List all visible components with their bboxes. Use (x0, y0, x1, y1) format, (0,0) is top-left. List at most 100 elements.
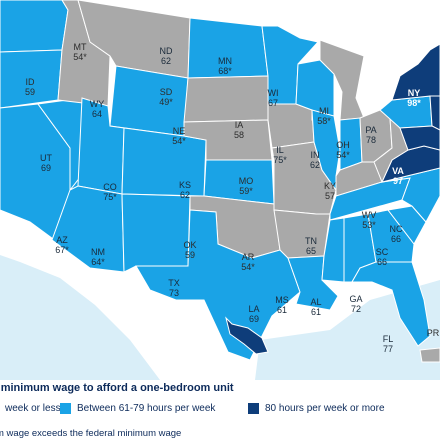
state-hours-value: 77 (382, 344, 394, 354)
state-abbr: PR (426, 328, 440, 338)
state-label-wi: WI 67 (268, 88, 279, 108)
state-sd-shape (183, 75, 269, 123)
state-abbr: KY (323, 181, 337, 191)
state-hours-value: 54* (336, 150, 350, 160)
state-abbr: KS (178, 180, 192, 190)
state-abbr: MN (218, 56, 232, 66)
state-label-sc: SC 66 (376, 247, 389, 267)
state-hours-value: 75* (103, 192, 117, 202)
state-abbr: LA (248, 304, 260, 314)
state-abbr: FL (382, 334, 394, 344)
state-label-wv: WV 53* (362, 210, 377, 230)
state-label-id: ID 59 (25, 77, 35, 97)
state-nj-shape (429, 95, 440, 131)
state-hours-value: 59 (184, 250, 196, 260)
state-label-ia: IA 58 (234, 120, 244, 140)
state-abbr: HI (178, 348, 188, 358)
state-label-nm: NM 64* (91, 247, 105, 267)
state-label-in: IN 62 (310, 150, 320, 170)
state-hours-value: 69 (40, 163, 51, 173)
states-layer (0, 0, 440, 363)
state-hours-value: 66 (376, 257, 388, 267)
state-hours-value: 57 (324, 191, 336, 201)
state-label-ok: OK 59 (183, 240, 196, 260)
state-hours-value: 61 (310, 307, 322, 317)
state-hours-value: 61 (276, 305, 287, 315)
state-abbr: NC (389, 224, 403, 234)
state-hours-value: 59* (239, 186, 253, 196)
state-label-tn: TN 65 (305, 236, 317, 256)
state-label-ks: KS 62 (179, 180, 191, 200)
state-abbr: NM (91, 247, 105, 257)
state-hours-value: 98* (407, 98, 421, 108)
state-md-shape (399, 125, 440, 151)
state-label-fl: FL 77 (383, 334, 394, 354)
state-label-la: LA 69 (248, 304, 259, 324)
state-hours-value: 54* (73, 52, 87, 62)
state-abbr: NE (172, 126, 186, 136)
state-abbr: GA (349, 294, 363, 304)
legend-item-grey: week or less (0, 403, 61, 414)
state-abbr: NY (407, 88, 421, 98)
state-hours-value: 58 (233, 130, 245, 140)
state-label-az: AZ 67* (55, 235, 69, 255)
state-pr-shape (419, 347, 440, 363)
state-hours-value: 64 (91, 109, 102, 119)
state-fl-shape (351, 261, 431, 347)
state-label-pr: PR (427, 328, 440, 338)
state-label-oh: OH 54* (336, 140, 350, 160)
state-hours-value: 58* (317, 116, 331, 126)
state-abbr: TN (305, 236, 317, 246)
state-label-co: CO 75* (103, 182, 117, 202)
legend-item-dark-blue: 80 hours per week or more (248, 403, 385, 414)
state-label-ut: UT 69 (40, 153, 52, 173)
state-label-mt: MT 54* (73, 42, 87, 62)
legend-item-light-blue: Between 61-79 hours per week (60, 403, 215, 414)
state-co-shape (121, 127, 207, 197)
state-abbr: WV (361, 210, 377, 220)
legend: t minimum wage to afford a one-bedroom u… (0, 380, 440, 440)
state-hours-value: 59 (24, 87, 36, 97)
state-label-al: AL 61 (310, 297, 321, 317)
state-hours-value: 64* (91, 257, 105, 267)
state-abbr: AL (310, 297, 322, 307)
legend-note: m wage exceeds the federal minimum wage (0, 428, 182, 439)
state-hours-value: 67* (55, 245, 69, 255)
state-abbr: OK (183, 240, 197, 250)
state-label-ny: NY 98* (407, 88, 421, 108)
state-hours-value: 68* (218, 66, 232, 76)
state-nc-shape (381, 167, 440, 223)
state-label-pa: PA 78 (365, 125, 376, 145)
state-hours-value: 67 (267, 98, 278, 108)
state-label-wy: WY 64 (90, 99, 105, 119)
state-abbr: AZ (56, 235, 68, 245)
state-hours-value: 54* (241, 262, 255, 272)
state-hours-value: 73 (168, 288, 180, 298)
state-hours-value: 62 (309, 160, 321, 170)
state-abbr: IA (234, 120, 244, 130)
state-abbr: SD (159, 87, 173, 97)
state-hours-value: 97 (392, 176, 403, 186)
state-ar-shape (273, 209, 331, 259)
state-abbr: ID (25, 77, 35, 87)
pacific-water (0, 255, 160, 380)
state-label-ms: MS 61 (275, 295, 289, 315)
legend-label-dark-blue: 80 hours per week or more (265, 403, 385, 414)
state-label-mo: MO 59* (239, 176, 254, 196)
state-abbr: ND (159, 46, 173, 56)
state-label-sd: SD 49* (159, 87, 173, 107)
state-ia-shape (267, 103, 315, 149)
state-label-va: VA 97 (392, 166, 404, 186)
state-hours-value: 62 (179, 190, 191, 200)
state-abbr: VA (392, 166, 404, 176)
state-wa-shape (0, 0, 69, 53)
legend-swatch-dark-blue (248, 403, 259, 414)
legend-title: t minimum wage to afford a one-bedroom u… (0, 382, 234, 394)
state-abbr: CO (103, 182, 117, 192)
state-label-ne: NE 54* (172, 126, 186, 146)
state-abbr: MO (238, 176, 254, 186)
state-hours-value: 65 (305, 246, 316, 256)
legend-label-light-blue: Between 61-79 hours per week (77, 403, 216, 414)
state-abbr: IN (310, 150, 320, 160)
state-hi-shape (225, 316, 269, 355)
